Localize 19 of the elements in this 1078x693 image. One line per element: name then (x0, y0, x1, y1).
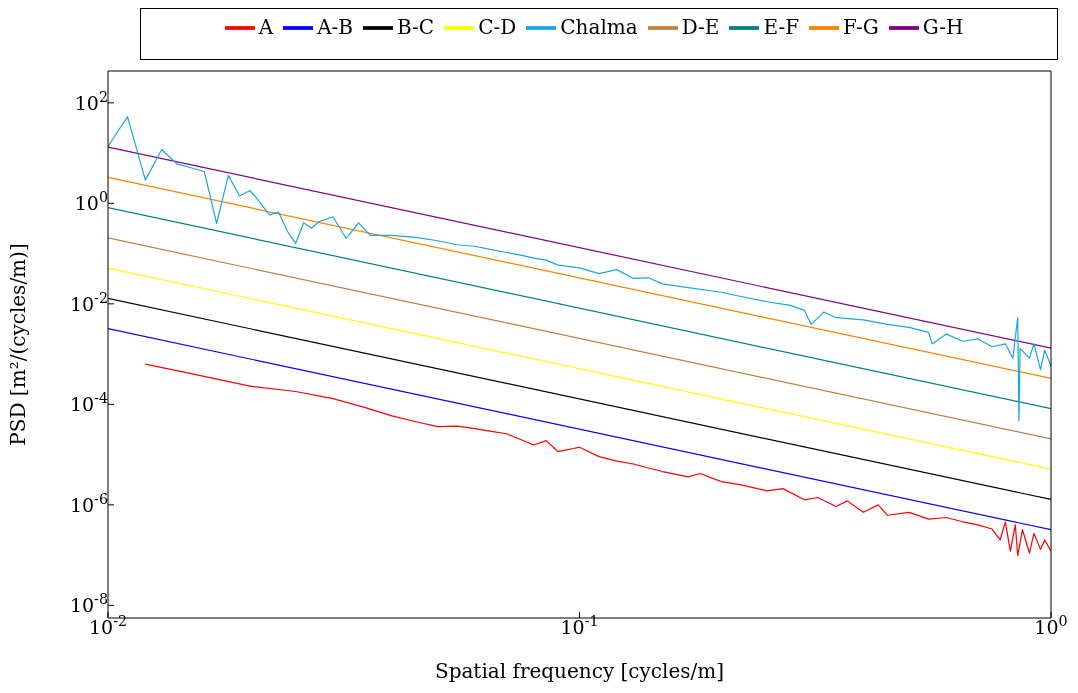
legend-label: E-F (763, 14, 800, 39)
legend-label: Chalma (560, 14, 638, 39)
legend-label: A-B (317, 14, 354, 39)
x-tick-label: 10$^{0}$ (1034, 613, 1068, 638)
legend-label: D-E (681, 14, 720, 39)
legend-label: C-D (478, 14, 517, 39)
y-tick-label: 10$^{-8}$ (69, 591, 108, 617)
legend-label: B-C (397, 14, 435, 39)
y-tick-label: 10$^{2}$ (74, 88, 108, 114)
y-tick-label: 10$^{-2}$ (69, 289, 108, 315)
y-tick-label: 10$^{0}$ (74, 189, 108, 215)
y-axis-title: PSD [m²/(cycles/m)] (6, 243, 31, 446)
x-axis-title: Spatial frequency [cycles/m] (434, 659, 725, 683)
y-tick-label: 10$^{-6}$ (69, 490, 108, 516)
legend-label: G-H (922, 14, 964, 39)
legend-label: A (258, 14, 274, 39)
x-tick-label: 10$^{-1}$ (560, 613, 599, 638)
y-tick-label: 10$^{-4}$ (69, 390, 108, 416)
legend-label: F-G (843, 14, 879, 39)
